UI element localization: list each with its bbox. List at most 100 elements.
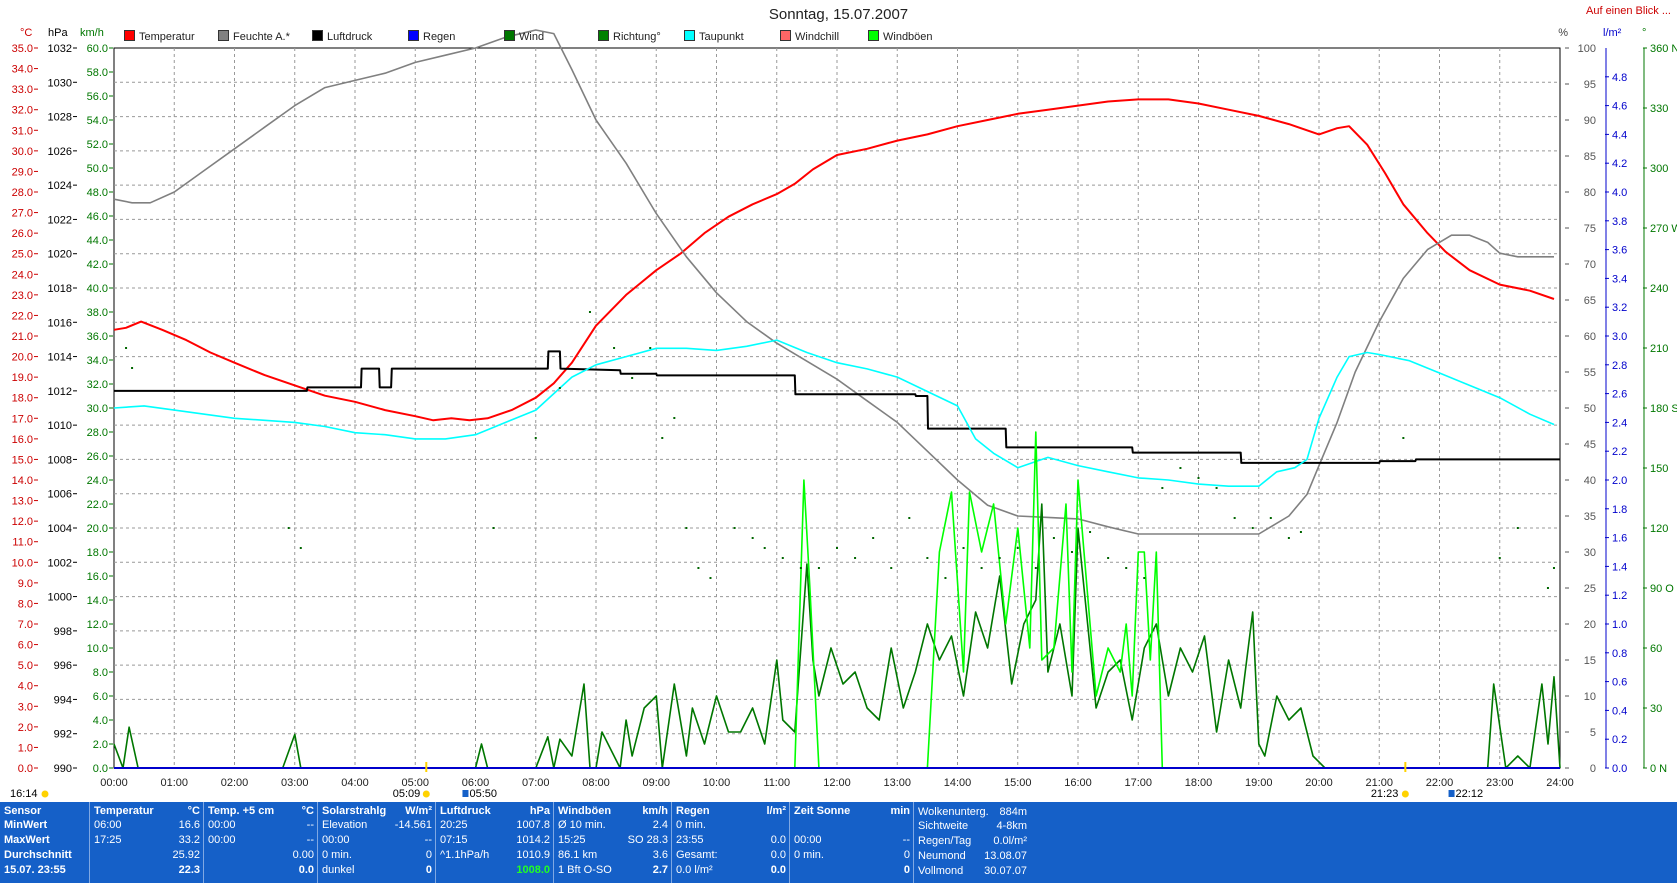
wind-tick-label: 44.0 xyxy=(87,235,108,247)
wind-tick-label: 42.0 xyxy=(87,259,108,271)
pressure-tick-label: 1006 xyxy=(48,489,72,501)
gust-column: Windböen km/h Ø 10 min. 2.4 15:25 SO 28.3 8… xyxy=(554,802,672,883)
rain-tick-label: 4.4 xyxy=(1612,129,1627,141)
gust-row1-label: Ø 10 min. xyxy=(558,819,606,831)
rain-tick-label: 3.0 xyxy=(1612,331,1627,343)
pressure-tick-label: 990 xyxy=(54,763,72,775)
temp5-unit: °C xyxy=(301,805,314,817)
temp-tick-label: 6.0 xyxy=(18,640,33,652)
solar-row2-value: -- xyxy=(424,834,432,846)
direction-point xyxy=(613,347,616,349)
series-line-1 xyxy=(113,29,1554,535)
pressure-max-value: 1014.2 xyxy=(516,834,550,846)
humidity-tick-label: 80 xyxy=(1584,187,1596,199)
legend-item-8: Windböen xyxy=(868,30,933,43)
max-label: MaxWert xyxy=(4,834,50,846)
direction-point xyxy=(492,527,495,529)
gust-row4-value: 2.7 xyxy=(652,864,668,876)
sun-row3-value: 0 xyxy=(903,849,910,861)
pressure-unit: hPa xyxy=(529,805,550,817)
humidity-tick-label: 65 xyxy=(1584,295,1596,307)
temperature-unit: °C xyxy=(187,805,200,817)
temp-tick-label: 7.0 xyxy=(18,619,33,631)
rain-tick-label: 0.4 xyxy=(1612,705,1627,717)
humidity-tick-label: 15 xyxy=(1584,655,1596,667)
direction-point xyxy=(709,577,712,579)
temp-tick-label: 23.0 xyxy=(12,290,33,302)
pressure-min-value: 1007.8 xyxy=(516,819,550,831)
wind-tick-label: 24.0 xyxy=(87,475,108,487)
wind-tick-label: 20.0 xyxy=(87,523,108,535)
wind-tick-label: 6.0 xyxy=(93,691,108,703)
solar-row1-value: -14.561 xyxy=(394,819,432,831)
legend-item-7: Windchill xyxy=(780,30,839,43)
legend-swatch xyxy=(598,30,609,41)
rain-row1-label: 0 min. xyxy=(676,819,706,831)
direction-point xyxy=(685,527,688,529)
gust-unit: km/h xyxy=(642,805,668,817)
sunset-label: 21:23 xyxy=(1371,788,1399,800)
pressure-tick-label: 1004 xyxy=(48,523,72,535)
now-sun-icon xyxy=(41,790,49,798)
x-tick-label: 08:00 xyxy=(582,777,610,789)
legend-swatch xyxy=(124,30,135,41)
rain-tick-label: 2.0 xyxy=(1612,475,1627,487)
weather-chart: 00:00 01:00 02:00 03:00 04:00 05:00 06:00 07:00… xyxy=(10,27,1677,800)
wind-tick-label: 58.0 xyxy=(87,67,108,79)
direction-point xyxy=(1125,567,1128,569)
pressure-column: Luftdruck hPa 20:25 1007.8 07:15 1014.2 ^1.… xyxy=(436,802,554,883)
direction-point xyxy=(1546,587,1549,589)
direction-point xyxy=(1034,567,1037,569)
direction-point xyxy=(588,311,591,313)
wind-tick-label: 52.0 xyxy=(87,139,108,151)
humidity-tick-label: 30 xyxy=(1584,547,1596,559)
sunrise-icon xyxy=(422,790,430,798)
x-tick-label: 10:00 xyxy=(703,777,731,789)
direction-point xyxy=(661,437,664,439)
rain-header: Regen xyxy=(676,805,710,817)
x-tick-label: 12:00 xyxy=(823,777,851,789)
overview-link[interactable]: Auf einen Blick ... xyxy=(1586,5,1671,17)
wind-tick-label: 46.0 xyxy=(87,211,108,223)
x-tick-label: 19:00 xyxy=(1245,777,1273,789)
moonset-label: 22:12 xyxy=(1456,788,1484,800)
direction-point xyxy=(631,377,634,379)
x-tick-label: 00:00 xyxy=(100,777,128,789)
legend-label: Luftdruck xyxy=(327,31,373,43)
temp-tick-label: 33.0 xyxy=(12,84,33,96)
humidity-tick-label: 60 xyxy=(1584,331,1596,343)
direction-point xyxy=(872,537,875,539)
direction-tick-label: 120 xyxy=(1650,523,1668,535)
rain-column: Regen l/m² 0 min. 23:55 0.0 Gesamt: 0.0 0.0… xyxy=(672,802,790,883)
legend-label: Wind xyxy=(519,31,545,43)
humidity-tick-label: 90 xyxy=(1584,115,1596,127)
rain-row3-value: 0.0 xyxy=(770,849,786,861)
x-tick-label: 04:00 xyxy=(341,777,369,789)
direction-point xyxy=(1251,527,1254,529)
rain-day-label: Regen/Tag xyxy=(918,835,972,847)
pressure-tick-label: 1016 xyxy=(48,317,72,329)
direction-point xyxy=(799,567,802,569)
x-tick-label: 09:00 xyxy=(642,777,670,789)
x-tick-label: 17:00 xyxy=(1124,777,1152,789)
pressure-tick-label: 1014 xyxy=(48,352,72,364)
direction-point xyxy=(751,537,754,539)
moonset-icon xyxy=(1448,790,1455,797)
temp-tick-label: 29.0 xyxy=(12,166,33,178)
x-tick-label: 11:00 xyxy=(763,777,790,789)
humidity-tick-label: 100 xyxy=(1578,43,1596,55)
rain-tick-label: 3.4 xyxy=(1612,273,1627,285)
rain-row2-label: 23:55 xyxy=(676,834,704,846)
temp-tick-label: 26.0 xyxy=(12,228,33,240)
pressure-current-value: 1008.0 xyxy=(516,864,550,876)
direction-tick-label: 30 xyxy=(1650,703,1662,715)
legend-item-3: Regen xyxy=(408,30,455,43)
legend-swatch xyxy=(218,30,229,41)
x-tick-label: 07:00 xyxy=(522,777,550,789)
sun-row4-value: 0 xyxy=(903,864,910,876)
wind-tick-label: 32.0 xyxy=(87,379,108,391)
x-tick-label: 23:00 xyxy=(1486,777,1514,789)
direction-point xyxy=(1179,467,1182,469)
direction-tick-label: 150 xyxy=(1650,463,1668,475)
direction-point xyxy=(1052,537,1055,539)
